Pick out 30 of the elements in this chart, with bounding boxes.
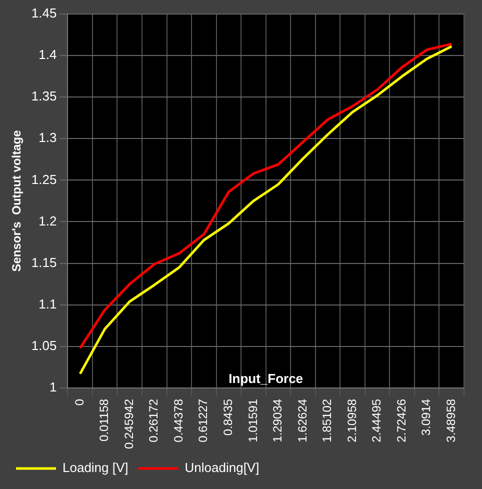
x-axis-title: Input_Force	[228, 371, 304, 386]
x-tick-label: 0.44378	[171, 398, 186, 442]
y-tick-label: 1	[49, 380, 57, 395]
y-tick-label: 1.15	[31, 254, 57, 270]
y-tick-label: 1.4	[38, 47, 57, 62]
y-tick-label: 1.25	[31, 172, 57, 187]
y-tick-label: 1.3	[38, 130, 57, 146]
y-tick-label: 1.05	[31, 338, 57, 353]
x-tick-label: 0.245942	[122, 398, 136, 450]
x-tick-label: 1.85102	[320, 398, 334, 442]
y-tick-label: 1.45	[31, 6, 57, 21]
x-tick-label: 3.0914	[419, 398, 434, 436]
x-tick-label: 3.48958	[444, 398, 458, 442]
x-tick-label: 0.26172	[146, 398, 161, 442]
x-tick-label: 1.29034	[270, 398, 285, 442]
y-tick-label: 1.2	[38, 213, 57, 228]
x-tick-label: 2.44495	[370, 398, 384, 442]
y-axis-title: Sensor's Output voltage	[10, 130, 24, 272]
legend-label: Unloading[V]	[184, 460, 260, 476]
x-tick-label: 0.61227	[196, 398, 210, 442]
x-tick-label: 0	[72, 398, 86, 406]
x-tick-label: 0.01158	[97, 398, 112, 442]
x-tick-label: 1.01591	[246, 398, 260, 442]
x-tick-label: 0.8435	[221, 398, 236, 436]
x-tick-label: 1.62624	[295, 398, 310, 442]
x-tick-label: 2.72426	[394, 398, 408, 442]
y-tick-label: 1.35	[31, 88, 57, 104]
y-tick-label: 1.1	[38, 296, 57, 312]
x-tick-label: 2.10958	[344, 398, 359, 442]
legend-label: Loading [V]	[62, 460, 128, 476]
